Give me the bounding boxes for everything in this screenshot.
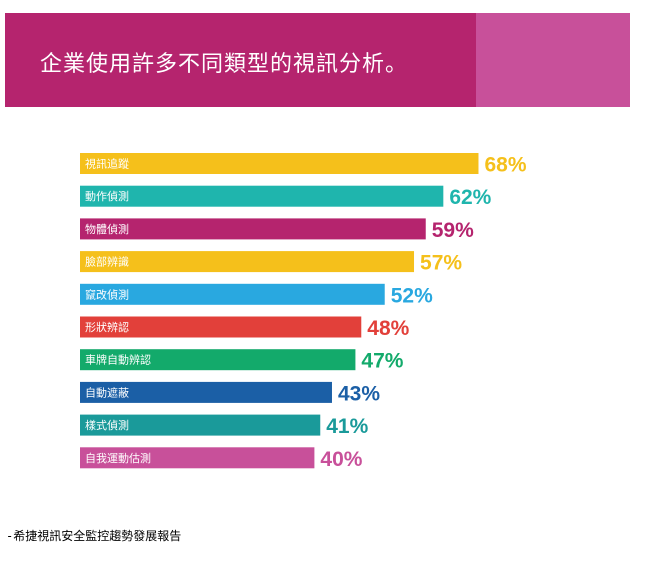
- bar-2: [80, 185, 444, 207]
- value-label-6: 48%: [367, 317, 409, 340]
- bar-10: [80, 447, 315, 469]
- bar-7: [80, 349, 356, 371]
- source-caption: -希捷視訊安全監控趨勢發展報告: [6, 529, 182, 543]
- value-label-2: 62%: [449, 186, 491, 209]
- value-label-8: 43%: [338, 382, 380, 405]
- page-title: 企業使用許多不同類型的視訊分析。: [40, 52, 409, 77]
- value-label-4: 57%: [420, 252, 462, 275]
- value-label-1: 68%: [484, 154, 526, 177]
- category-label-3: 物體偵測: [85, 222, 129, 236]
- bar-6: [80, 316, 362, 338]
- bar-5: [80, 283, 385, 305]
- category-label-8: 自動遮蔽: [85, 385, 129, 399]
- bar-4: [80, 251, 415, 273]
- category-label-7: 車牌自動辨認: [85, 353, 151, 367]
- category-label-1: 視訊追蹤: [85, 157, 129, 171]
- value-label-10: 40%: [320, 448, 362, 471]
- category-label-4: 臉部辨識: [85, 255, 129, 269]
- header-banner: 企業使用許多不同類型的視訊分析。: [5, 13, 630, 107]
- value-label-5: 52%: [391, 284, 433, 307]
- bar-3: [80, 218, 426, 240]
- header-accent-block: [476, 13, 630, 107]
- bar-8: [80, 381, 332, 403]
- bar-1: [80, 153, 479, 174]
- value-label-3: 59%: [432, 219, 474, 242]
- bar-9: [80, 414, 321, 436]
- value-label-7: 47%: [361, 350, 403, 373]
- category-label-6: 形狀辨認: [85, 320, 129, 334]
- value-label-9: 41%: [326, 415, 368, 438]
- category-label-5: 竄改偵測: [85, 287, 129, 301]
- bar-chart: 視訊追蹤 68% 動作偵測 62% 物體偵測 59% 臉部辨識 57% 竄改偵測 52% 形狀辨認 4…: [80, 153, 527, 471]
- category-label-2: 動作偵測: [85, 189, 129, 203]
- category-label-10: 自我運動估測: [85, 451, 151, 465]
- category-label-9: 樣式偵測: [85, 418, 129, 432]
